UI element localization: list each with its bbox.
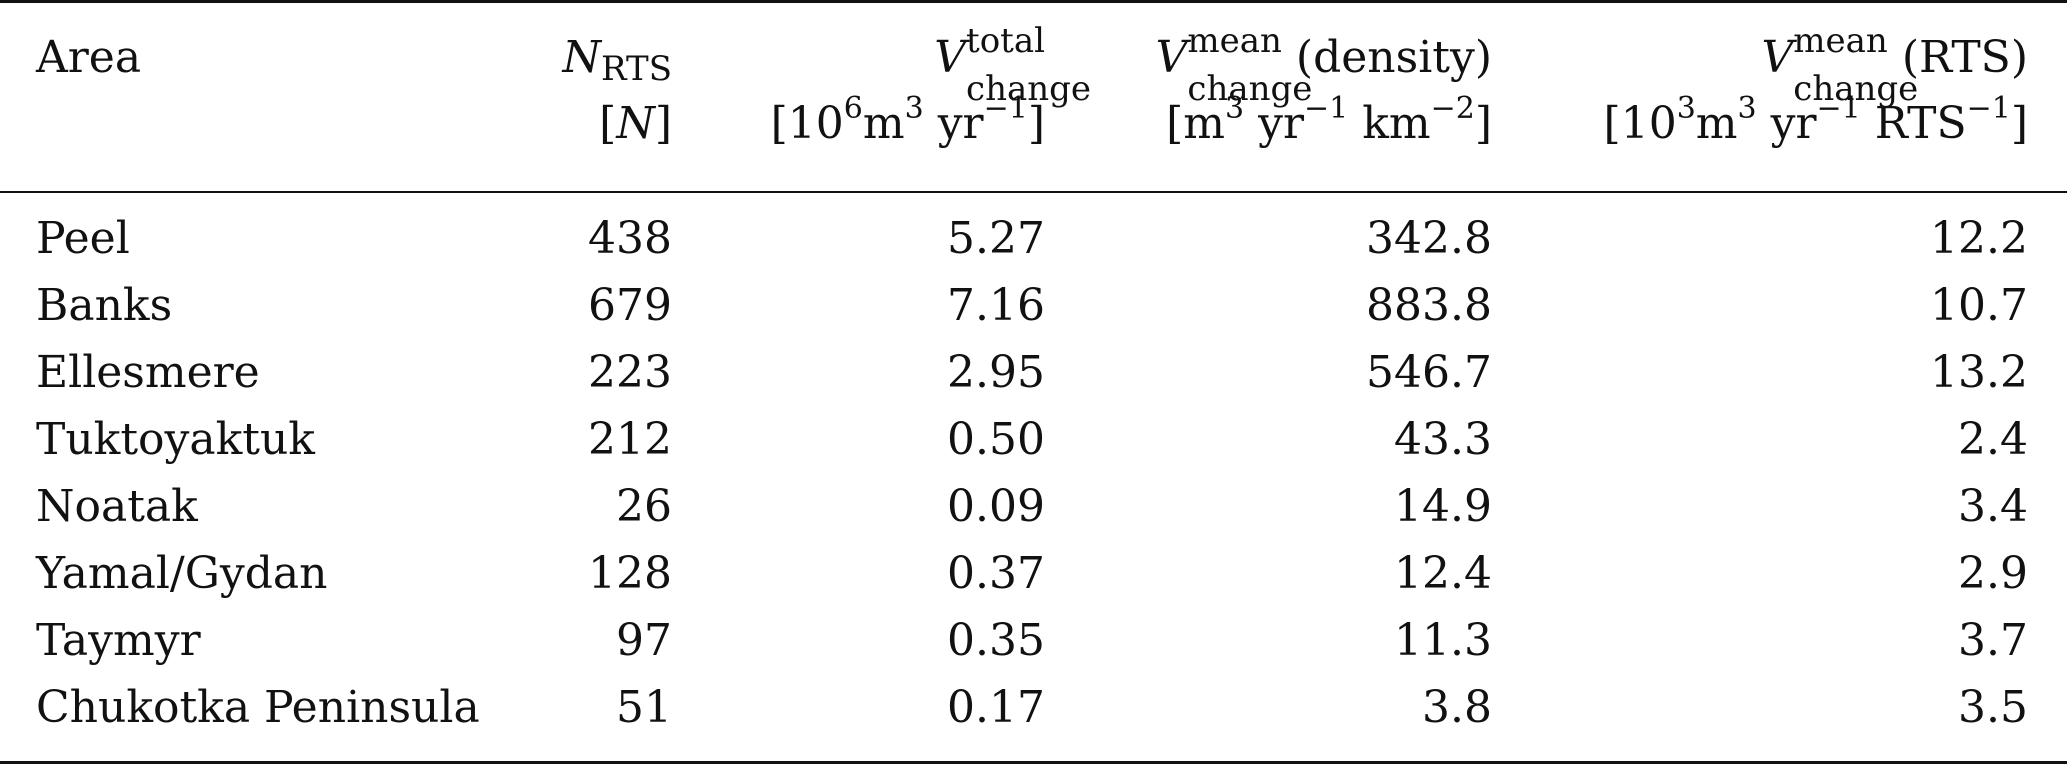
n-symbol: N bbox=[562, 32, 602, 83]
cell-area: Banks bbox=[36, 280, 173, 331]
cell-v-density: 883.8 bbox=[1366, 280, 1492, 331]
v-density-symbol: V bbox=[1155, 32, 1188, 83]
cell-v-density: 43.3 bbox=[1394, 414, 1492, 465]
cell-area: Tuktoyaktuk bbox=[36, 414, 315, 465]
v-density-suffix: (density) bbox=[1281, 32, 1492, 83]
cell-area: Taymyr bbox=[36, 615, 201, 666]
table-row: Peel 438 5.27 342.8 12.2 bbox=[0, 214, 2067, 281]
cell-v-rts: 13.2 bbox=[1930, 347, 2028, 398]
cell-n-rts: 438 bbox=[588, 213, 672, 264]
cell-n-rts: 26 bbox=[616, 481, 672, 532]
table-header-rule bbox=[0, 191, 2067, 193]
cell-v-total: 7.16 bbox=[947, 280, 1045, 331]
header-n-rts-unit: [N] bbox=[599, 98, 672, 149]
cell-v-density: 11.3 bbox=[1394, 615, 1492, 666]
cell-v-total: 0.09 bbox=[947, 481, 1045, 532]
v-total-symbol: V bbox=[934, 32, 967, 83]
header-n-rts-symbol: NRTS bbox=[563, 36, 672, 87]
header-v-total-unit: [106m3 yr−1] bbox=[770, 91, 1045, 149]
table-bottom-rule bbox=[0, 761, 2067, 764]
cell-area: Peel bbox=[36, 213, 130, 264]
table-row: Ellesmere 223 2.95 546.7 13.2 bbox=[0, 348, 2067, 415]
table-row: Banks 679 7.16 883.8 10.7 bbox=[0, 281, 2067, 348]
cell-n-rts: 679 bbox=[588, 280, 672, 331]
cell-v-density: 12.4 bbox=[1394, 548, 1492, 599]
table-row: Tuktoyaktuk 212 0.50 43.3 2.4 bbox=[0, 415, 2067, 482]
v-total-superscript: total bbox=[966, 21, 1045, 61]
v-total-subscript: change bbox=[966, 69, 1092, 109]
cell-v-rts: 12.2 bbox=[1930, 213, 2028, 264]
cell-v-density: 342.8 bbox=[1366, 213, 1492, 264]
table-body: Peel 438 5.27 342.8 12.2 Banks 679 7.16 883.8 10.… bbox=[0, 214, 2067, 750]
table-row: Yamal/Gydan 128 0.37 12.4 2.9 bbox=[0, 549, 2067, 616]
table-row: Chukotka Peninsula 51 0.17 3.8 3.5 bbox=[0, 683, 2067, 750]
cell-v-rts: 10.7 bbox=[1930, 280, 2028, 331]
cell-v-total: 2.95 bbox=[947, 347, 1045, 398]
n-subscript: RTS bbox=[601, 49, 672, 89]
table-row: Taymyr 97 0.35 11.3 3.7 bbox=[0, 616, 2067, 683]
cell-v-density: 546.7 bbox=[1366, 347, 1492, 398]
cell-v-rts: 2.9 bbox=[1958, 548, 2028, 599]
v-rts-superscript: mean bbox=[1793, 21, 1888, 61]
cell-v-total: 0.37 bbox=[947, 548, 1045, 599]
cell-v-rts: 3.5 bbox=[1958, 682, 2028, 733]
cell-n-rts: 212 bbox=[588, 414, 672, 465]
cell-v-total: 0.17 bbox=[947, 682, 1045, 733]
table-row: Noatak 26 0.09 14.9 3.4 bbox=[0, 482, 2067, 549]
v-rts-subscript: change bbox=[1793, 69, 1919, 109]
cell-v-rts: 3.7 bbox=[1958, 615, 2028, 666]
cell-v-density: 3.8 bbox=[1422, 682, 1492, 733]
v-density-subscript: change bbox=[1187, 69, 1313, 109]
cell-area: Ellesmere bbox=[36, 347, 260, 398]
cell-v-total: 0.35 bbox=[947, 615, 1045, 666]
v-density-superscript: mean bbox=[1187, 21, 1282, 61]
cell-n-rts: 97 bbox=[616, 615, 672, 666]
header-area-label: Area bbox=[36, 32, 142, 83]
v-rts-symbol: V bbox=[1761, 32, 1794, 83]
cell-n-rts: 128 bbox=[588, 548, 672, 599]
cell-area: Chukotka Peninsula bbox=[36, 682, 480, 733]
cell-n-rts: 51 bbox=[616, 682, 672, 733]
header-v-density-unit: [m3 yr−1 km−2] bbox=[1166, 91, 1492, 149]
header-v-rts-unit: [103m3 yr−1 RTS−1] bbox=[1603, 91, 2028, 149]
cell-area: Noatak bbox=[36, 481, 198, 532]
cell-v-total: 5.27 bbox=[947, 213, 1045, 264]
table-top-rule bbox=[0, 0, 2067, 3]
cell-v-rts: 2.4 bbox=[1958, 414, 2028, 465]
cell-v-total: 0.50 bbox=[947, 414, 1045, 465]
cell-n-rts: 223 bbox=[588, 347, 672, 398]
cell-v-density: 14.9 bbox=[1394, 481, 1492, 532]
cell-v-rts: 3.4 bbox=[1958, 481, 2028, 532]
cell-area: Yamal/Gydan bbox=[36, 548, 328, 599]
v-rts-suffix: (RTS) bbox=[1887, 32, 2028, 83]
